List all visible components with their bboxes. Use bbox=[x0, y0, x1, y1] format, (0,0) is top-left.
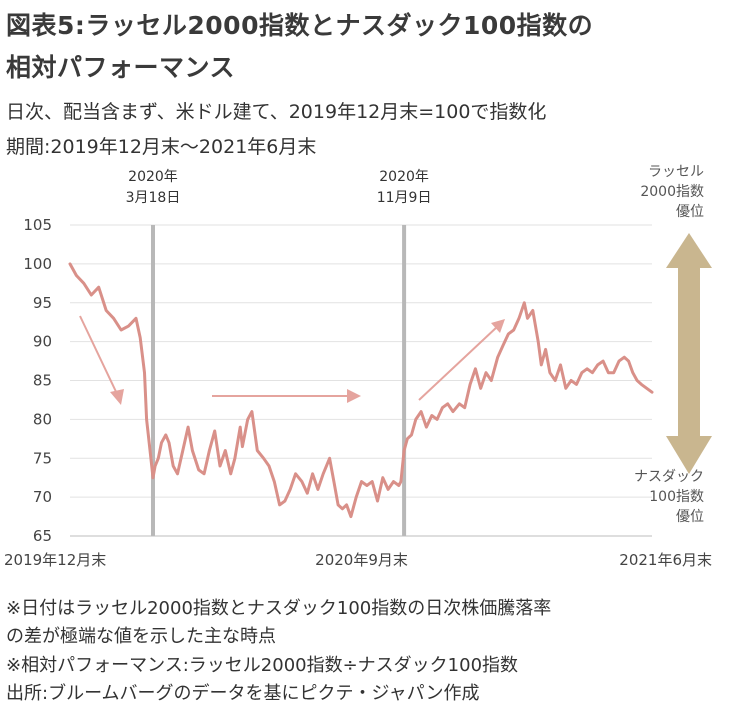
event-label-date: 3月18日 bbox=[126, 190, 181, 206]
chart-subtitle-line1: 日次、配当含まず、米ドル建て、2019年12月末=100で指数化 bbox=[6, 101, 547, 123]
side-arrow-shaft bbox=[678, 266, 700, 438]
event-vertical-lines: 2020年 3月18日 2020年 11月9日 bbox=[126, 169, 432, 536]
y-tick-label: 80 bbox=[33, 410, 52, 428]
footnote-1: ※日付はラッセル2000指数とナスダック100指数の日次株価騰落率 bbox=[6, 598, 552, 619]
side-top-label-2: 2000指数 bbox=[640, 184, 704, 200]
footnote-3: ※相対パフォーマンス:ラッセル2000指数÷ナスダック100指数 bbox=[6, 655, 519, 676]
y-tick-label: 65 bbox=[33, 527, 52, 545]
y-tick-label: 70 bbox=[33, 488, 52, 506]
chart-title-line2: 相対パフォーマンス bbox=[6, 53, 236, 82]
y-tick-label: 85 bbox=[33, 372, 52, 390]
y-tick-label: 95 bbox=[33, 294, 52, 312]
side-down-arrowhead bbox=[666, 436, 712, 474]
y-tick-label: 90 bbox=[33, 333, 52, 351]
flat-trend-arrowhead bbox=[347, 389, 361, 403]
event-label-year: 2020年 bbox=[128, 169, 178, 185]
side-indicator: ラッセル 2000指数 優位 ナスダック 100指数 優位 bbox=[634, 164, 712, 525]
y-tick-label: 75 bbox=[33, 449, 52, 467]
side-up-arrowhead bbox=[666, 233, 712, 268]
chart-subtitle-line2: 期間:2019年12月末〜2021年6月末 bbox=[6, 136, 317, 158]
series-line bbox=[68, 262, 654, 519]
series-line-layer bbox=[68, 262, 654, 519]
y-tick-label: 100 bbox=[23, 255, 52, 273]
y-axis: 65 70 75 80 85 90 95 100 105 bbox=[23, 216, 52, 545]
down-trend-arrow bbox=[79, 315, 120, 399]
footnote-2: の差が極端な値を示した主な時点 bbox=[6, 626, 276, 647]
side-bottom-label-1: ナスダック bbox=[634, 469, 704, 485]
down-trend-arrowhead bbox=[110, 389, 124, 405]
side-bottom-label-3: 優位 bbox=[676, 509, 704, 525]
y-tick-label: 105 bbox=[23, 216, 52, 234]
trend-arrows bbox=[79, 315, 505, 405]
source-note: 出所:ブルームバーグのデータを基にピクテ・ジャパン作成 bbox=[6, 683, 480, 704]
relative-performance-chart: 2020年 3月18日 2020年 11月9日 65 70 75 80 85 90 95 100 10… bbox=[4, 164, 712, 569]
x-tick-label: 2020年9月末 bbox=[315, 551, 408, 569]
event-label-date: 11月9日 bbox=[377, 190, 432, 206]
side-top-label-1: ラッセル bbox=[648, 164, 704, 180]
x-tick-label: 2021年6月末 bbox=[619, 551, 712, 569]
x-axis: 2019年12月末 2020年9月末 2021年6月末 bbox=[4, 535, 712, 569]
up-trend-arrowhead bbox=[491, 319, 505, 333]
x-tick-label: 2019年12月末 bbox=[4, 551, 106, 569]
up-trend-arrow bbox=[418, 325, 499, 401]
event-label-year: 2020年 bbox=[379, 169, 429, 185]
side-top-label-3: 優位 bbox=[676, 204, 704, 220]
side-bottom-label-2: 100指数 bbox=[649, 489, 704, 505]
chart-title-line1: 図表5:ラッセル2000指数とナスダック100指数の bbox=[6, 11, 594, 40]
